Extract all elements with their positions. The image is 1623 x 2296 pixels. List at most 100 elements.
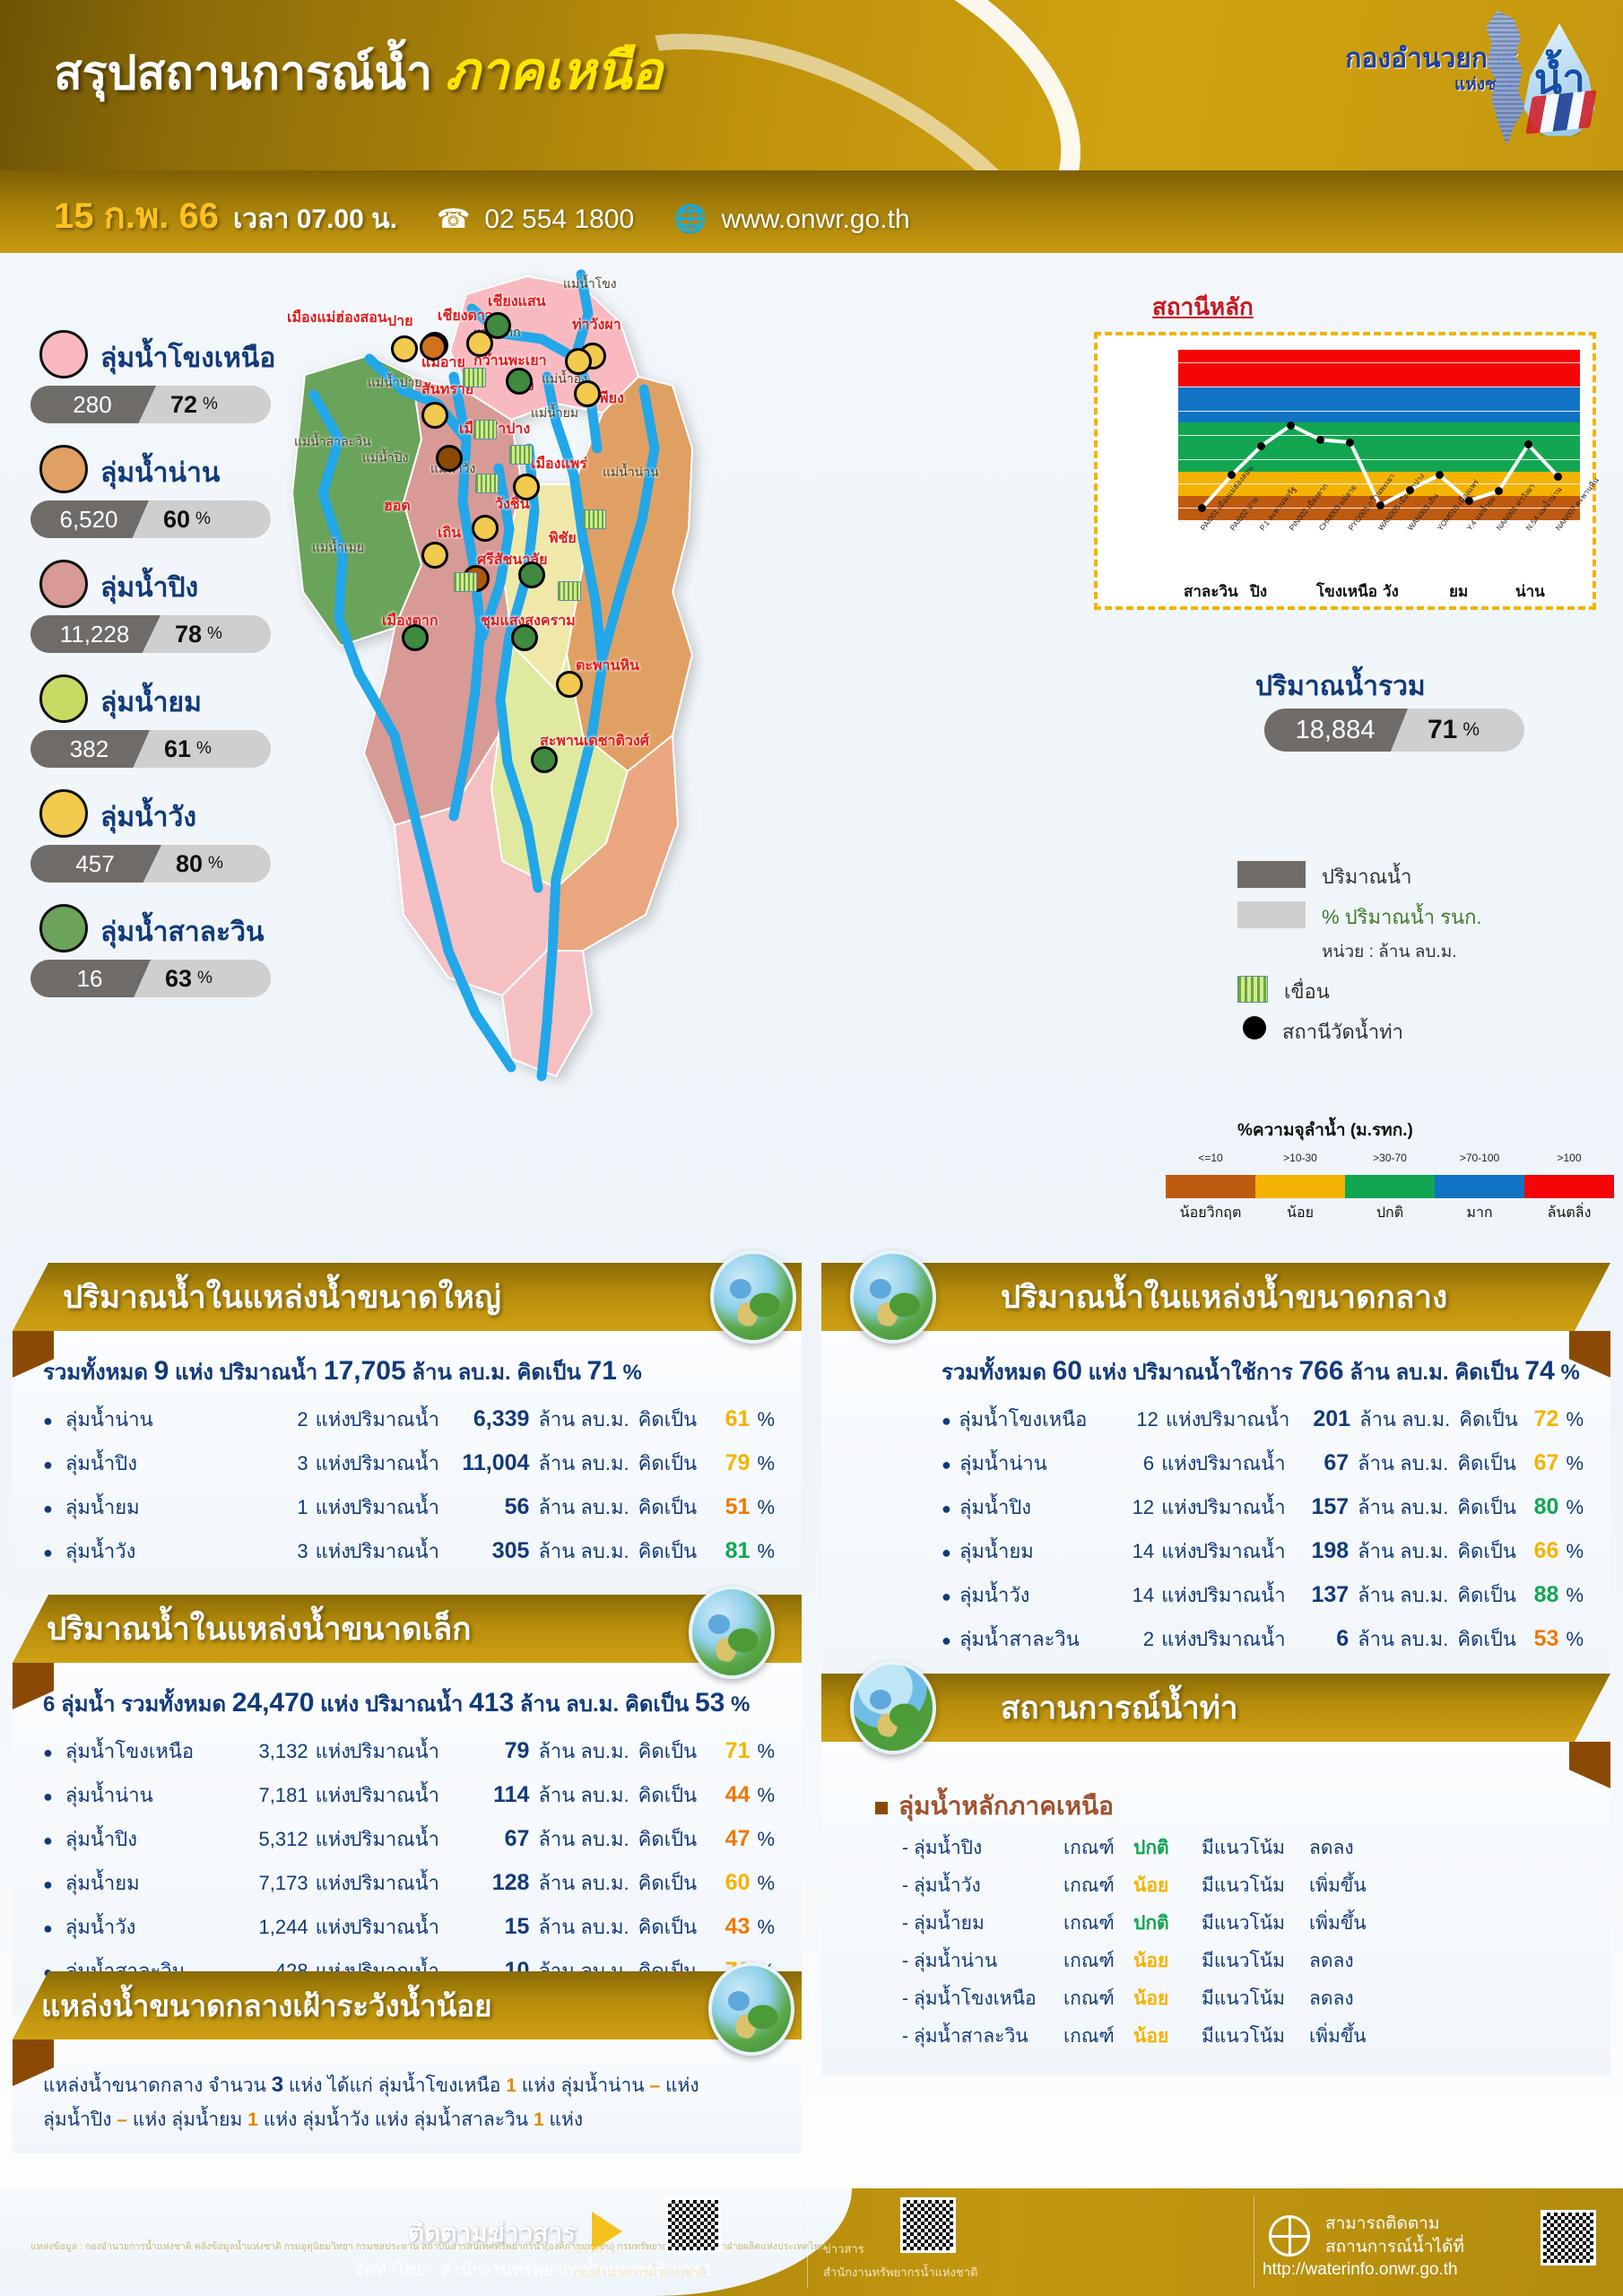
flow-rows: - ลุ่มน้ำปิง เกณฑ์ ปกติ มีแนวโน้ม ลดลง - ลุ่ม… — [852, 1833, 1584, 2051]
row-bullet-icon: ● — [942, 1500, 951, 1518]
row-volume-label: ปริมาณน้ำ — [349, 1408, 440, 1431]
row-bullet-icon: ● — [942, 1631, 951, 1649]
data-row: ● ลุ่มน้ำปิง 5,312 แห่ง ปริมาณน้ำ 67 ล้าน ลบ.ม… — [43, 1823, 775, 1855]
row-percent-value: 66 — [1533, 1538, 1559, 1563]
main-stations-chart: 0.00% 20.00% 40.00% 60.00% 80.00% 100.00% 120.… — [1094, 332, 1601, 610]
legend-swatch-volume — [1237, 861, 1306, 888]
row-percent-label: คิดเป็น — [1457, 1496, 1516, 1518]
map-river-label: แม่น้ำเมย — [312, 540, 364, 554]
basin-volume-bar: 280 72% — [30, 386, 271, 423]
scale-status-label: มาก — [1466, 1205, 1493, 1221]
basin-name: ลุ่มน้ำโขงเหนือ — [100, 344, 276, 373]
data-row: ● ลุ่มน้ำยม 7,173 แห่ง ปริมาณน้ำ 128 ล้าน ลบ.ม… — [43, 1867, 775, 1899]
station-dot-icon — [1243, 1016, 1266, 1039]
footer-web-url[interactable]: http://waterinfo.onwr.go.th — [1263, 2260, 1458, 2279]
row-percent-value: 43 — [725, 1914, 751, 1939]
panel-large-body: รวมทั้งหมด 9 แห่ง ปริมาณน้ำ 17,705 ล้าน … — [13, 1331, 802, 1596]
qr-code-onwr-office[interactable] — [900, 2197, 956, 2253]
chart-basin-group-label: โขงเหนือ — [1316, 583, 1377, 600]
chart-y-tick-label: 60.00% — [1142, 429, 1176, 439]
row-volume-value: 201 — [1313, 1406, 1351, 1431]
watch-l2b: แห่ง ลุ่มน้ำยม — [132, 2109, 243, 2130]
basin-legend-item: ลุ่มน้ำสาละวิน 16 63% — [23, 904, 292, 997]
phone-number[interactable]: 02 554 1800 — [484, 204, 635, 234]
qr1-caption-2: กองอำนวยการน้ำแห่งชาติ — [574, 2266, 707, 2279]
row-count-unit: แห่ง — [1165, 1408, 1202, 1431]
row-bullet-icon: ● — [942, 1587, 951, 1605]
row-unit: ล้าน ลบ.ม. — [538, 1740, 629, 1762]
flow-trend-label: มีแนวโน้ม — [1202, 1913, 1286, 1934]
panel-medium-header: ปริมาณน้ำในแหล่งน้ำขนาดกลาง — [821, 1263, 1610, 1331]
row-percent-value: 80 — [1533, 1494, 1559, 1519]
map-river-label: แม่น้ำปาย — [368, 375, 422, 389]
chart-data-point — [1494, 486, 1503, 495]
map-station-marker — [420, 334, 447, 361]
flow-trend-value: ลดลง — [1309, 1838, 1354, 1858]
row-volume-value: 6 — [1336, 1626, 1350, 1651]
total-volume-fill — [1264, 709, 1408, 752]
row-basin-name: ลุ่มน้ำน่าน — [959, 1452, 1047, 1474]
onwr-logo: กองอำนวยการ แห่งชาติ น้ำ — [1338, 7, 1598, 164]
flow-group-title-wrap: ลุ่มน้ำหลักภาคเหนือ — [875, 1787, 1584, 1826]
row-percent-value: 88 — [1533, 1582, 1559, 1607]
map-station-marker — [511, 624, 538, 651]
flow-criteria-label: เกณฑ์ — [1063, 1875, 1115, 1896]
row-unit: ล้าน ลบ.ม. — [1358, 1496, 1449, 1518]
watch-ping-count: – — [117, 2109, 127, 2130]
row-count-unit: แห่ง — [315, 1828, 351, 1850]
panel-large-summary: รวมทั้งหมด 9 แห่ง ปริมาณน้ำ 17,705 ล้าน … — [43, 1356, 642, 1386]
chart-data-point — [1257, 441, 1266, 450]
row-percent-sign: % — [757, 1872, 775, 1894]
row-count: 3 — [297, 1540, 308, 1562]
panel-flow-header: สถานการณ์น้ำท่า — [821, 1674, 1610, 1742]
row-volume-value: 79 — [504, 1738, 530, 1763]
map-river-label: แม่น้ำสาละวิน — [294, 434, 371, 448]
panel-large-title: ปริมาณน้ำในแหล่งน้ำขนาดใหญ่ — [63, 1279, 501, 1315]
flow-criteria-label: เกณฑ์ — [1063, 1838, 1115, 1858]
row-volume-value: 128 — [491, 1870, 530, 1895]
chart-gridline — [1178, 435, 1580, 436]
legend-label-dam: เขื่อน — [1284, 980, 1330, 1003]
panel-medium-reservoirs: ปริมาณน้ำในแหล่งน้ำขนาดกลาง รวมทั้งหมด 6… — [821, 1250, 1610, 1683]
flow-basin-name: - ลุ่มน้ำปิง — [902, 1838, 983, 1858]
row-basin-name: ลุ่มน้ำโขงเหนือ — [959, 1408, 1088, 1431]
row-percent-sign: % — [757, 1452, 775, 1474]
website-url[interactable]: www.onwr.go.th — [721, 204, 910, 234]
flow-criteria-label: เกณฑ์ — [1063, 2026, 1115, 2047]
basin-percent: 80 — [176, 849, 204, 877]
flow-criteria-label: เกณฑ์ — [1063, 1951, 1115, 1971]
panel-watch-body: แหล่งน้ำขนาดกลาง จำนวน 3 แห่ง ได้แก่ ลุ่… — [13, 2039, 802, 2153]
row-count: 3,132 — [258, 1740, 308, 1762]
basin-volume-value: 280 — [73, 390, 112, 418]
qr-code-onwr-command[interactable] — [665, 2197, 721, 2253]
row-basin-name: ลุ่มน้ำวัง — [65, 1916, 136, 1938]
flow-group-title: ลุ่มน้ำหลักภาคเหนือ — [898, 1792, 1114, 1820]
row-volume-label: ปริมาณน้ำ — [349, 1540, 440, 1562]
row-percent-label: คิดเป็น — [638, 1828, 698, 1850]
data-row: ● ลุ่มน้ำน่าน 2 แห่ง ปริมาณน้ำ 6,339 ล้าน ลบ.ม… — [43, 1404, 775, 1435]
data-row: ● ลุ่มน้ำวัง 14 แห่ง ปริมาณน้ำ 137 ล้าน ลบ.ม. ค… — [942, 1579, 1584, 1611]
qr1-caption-1: ข่าวสาร — [574, 2242, 615, 2256]
flow-row: - ลุ่มน้ำปิง เกณฑ์ ปกติ มีแนวโน้ม ลดลง — [902, 1833, 1584, 1863]
map-city-label: เถิน — [438, 526, 462, 541]
capacity-scale-title: %ความจุลำน้ำ (ม.รทก.) — [1237, 1121, 1413, 1140]
watch-l1e: แห่ง — [664, 2075, 699, 2096]
chart-data-point — [1198, 503, 1207, 512]
panel-medium-globe-icon — [850, 1250, 936, 1344]
row-percent-value: 67 — [1533, 1450, 1559, 1475]
chart-gridline — [1178, 361, 1580, 363]
map-dam-icon — [509, 445, 533, 465]
basin-volume-value: 457 — [75, 849, 115, 877]
row-percent-sign: % — [1566, 1452, 1584, 1474]
qr2-caption-1: ข่าวสาร — [823, 2242, 864, 2256]
basin-percent-wrap: 78% — [161, 615, 222, 653]
scale-range-label: >30-70 — [1373, 1152, 1407, 1164]
row-percent-label: คิดเป็น — [638, 1740, 698, 1762]
map-station-marker — [513, 474, 540, 500]
chart-basin-group-label: วัง — [1383, 583, 1399, 600]
chart-gridline — [1178, 459, 1580, 461]
qr-code-waterinfo[interactable] — [1541, 2210, 1596, 2266]
footer-source-text: แหล่งข้อมูล : กองอำนวยการน้ำแห่งชาติ คลั… — [30, 2241, 826, 2252]
map-station-marker — [436, 445, 463, 472]
row-count-unit: แห่ง — [1161, 1496, 1197, 1518]
